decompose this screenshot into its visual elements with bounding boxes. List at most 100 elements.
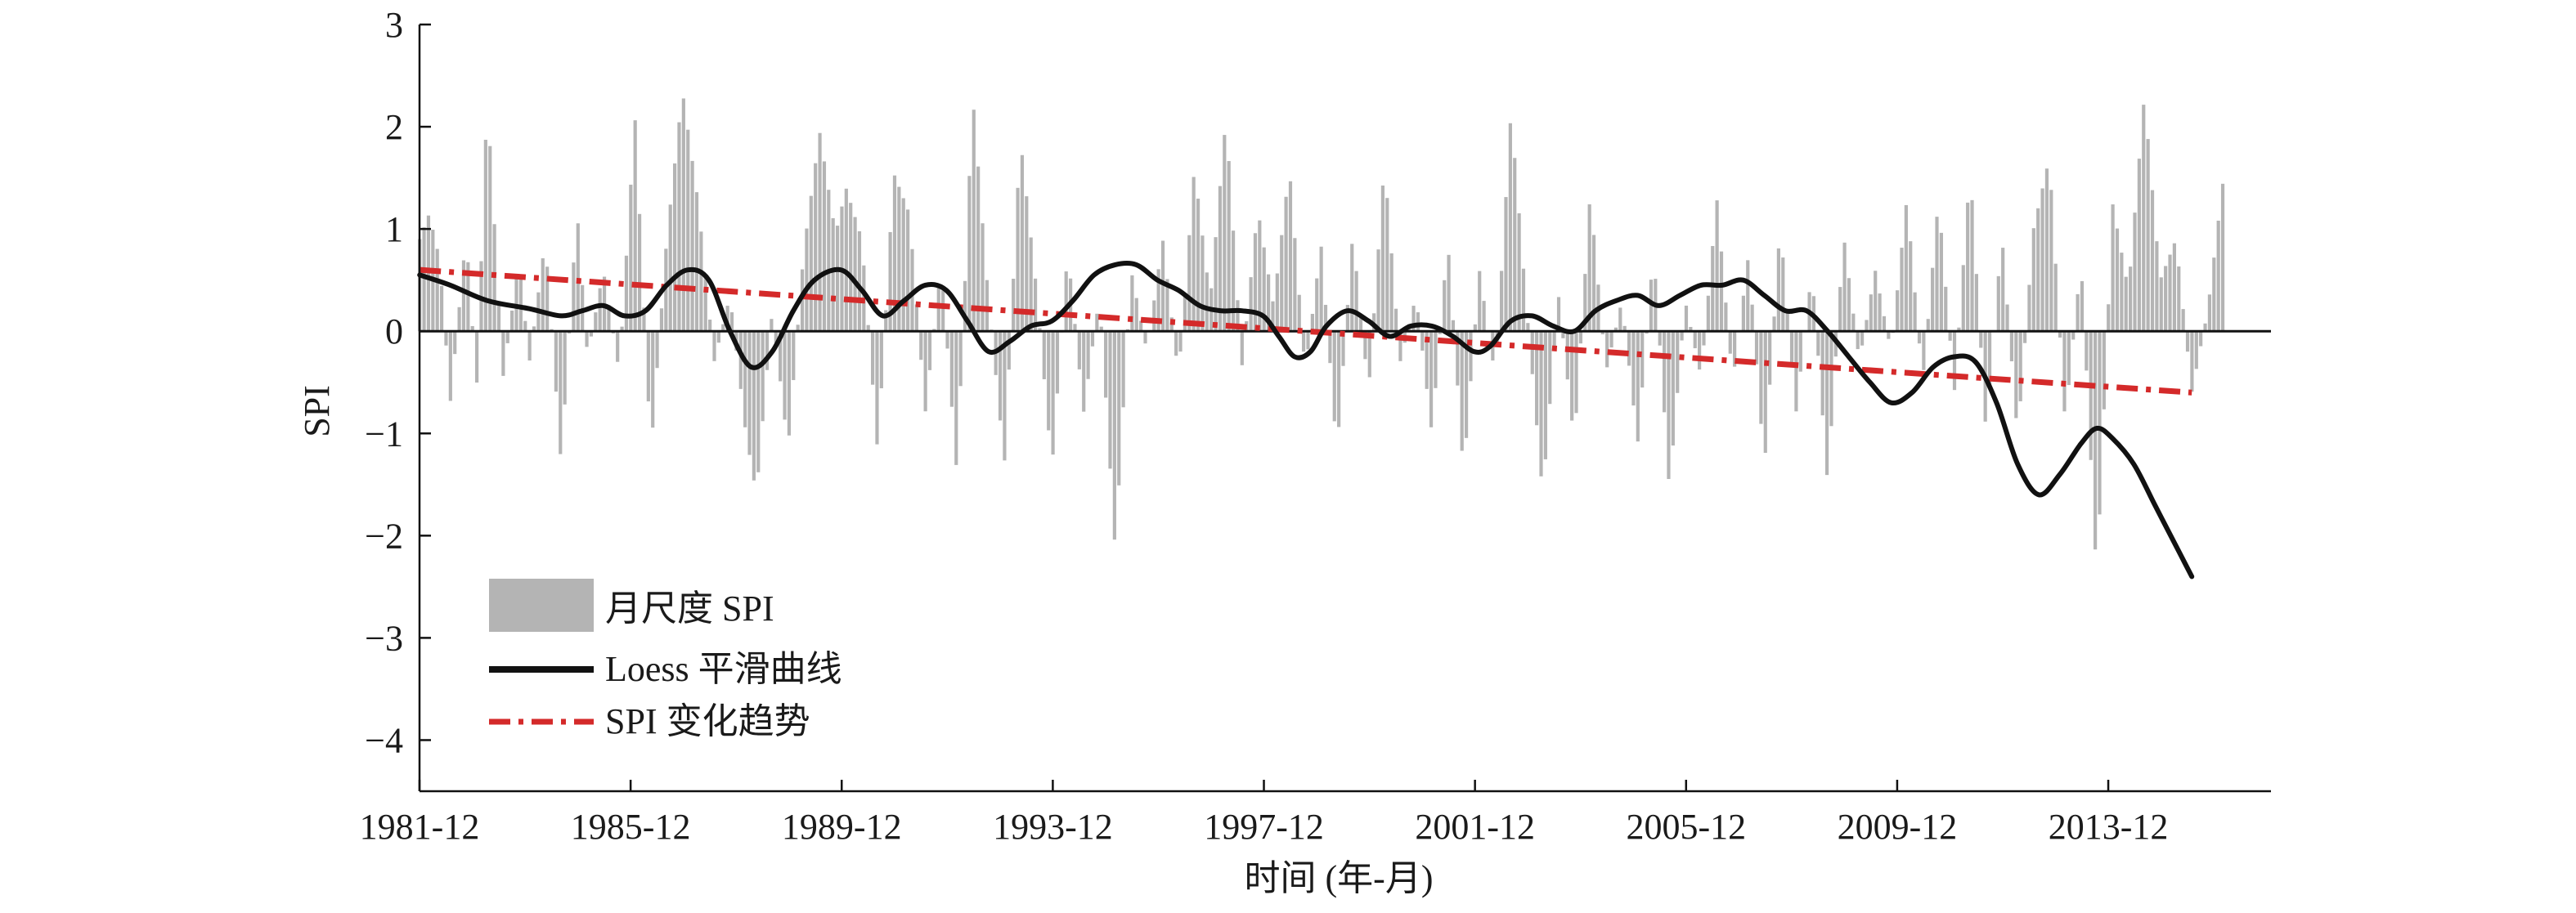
spi-bar: [1609, 331, 1613, 347]
spi-bar: [1293, 238, 1296, 331]
spi-bar: [1174, 331, 1178, 356]
spi-bar: [1905, 205, 1908, 331]
spi-bar: [2107, 304, 2110, 331]
spi-bar: [1975, 274, 1978, 331]
spi-bar: [937, 288, 940, 331]
spi-bar: [2045, 168, 2049, 331]
spi-bar: [572, 262, 575, 331]
spi-bar: [1592, 235, 1595, 331]
spi-bar: [1298, 295, 1301, 331]
spi-bar: [541, 258, 545, 331]
spi-bar: [599, 289, 602, 332]
spi-bar: [1108, 331, 1111, 468]
spi-bar: [444, 331, 447, 346]
spi-bar: [2049, 190, 2053, 331]
spi-bar: [2199, 331, 2202, 346]
x-tick-label: 1985-12: [571, 807, 691, 847]
spi-bar: [2125, 277, 2128, 332]
spi-bar: [2080, 281, 2084, 331]
loess-layer: [420, 263, 2192, 576]
spi-bar: [2129, 266, 2132, 331]
spi-bar: [2040, 189, 2044, 332]
spi-bar: [708, 320, 711, 331]
spi-bar: [2186, 331, 2189, 351]
spi-bar: [2151, 190, 2154, 332]
x-tick-label: 2001-12: [1415, 807, 1535, 847]
spi-bar: [919, 331, 922, 360]
spi-bar: [1768, 331, 1771, 384]
spi-bar: [1856, 331, 1860, 349]
spi-bar: [458, 307, 461, 331]
spi-bar: [677, 123, 680, 332]
spi-bar: [1618, 307, 1622, 331]
spi-bar: [858, 231, 861, 331]
spi-bar: [924, 331, 927, 411]
spi-bar: [1720, 252, 1723, 332]
spi-bar: [1742, 296, 1745, 331]
spi-bar: [506, 331, 509, 343]
spi-bar: [673, 163, 676, 331]
spi-bar: [2142, 105, 2145, 331]
spi-bar: [1918, 331, 1921, 343]
x-tick-label: 1981-12: [360, 807, 480, 847]
spi-bar: [805, 229, 808, 332]
spi-bar: [1276, 274, 1279, 332]
spi-bar: [699, 231, 702, 331]
spi-bar: [1376, 249, 1380, 331]
spi-bar: [2173, 244, 2176, 332]
spi-bar: [2014, 331, 2017, 418]
legend-label-loess: Loess 平滑曲线: [605, 649, 842, 689]
spi-bar: [1091, 331, 1094, 347]
spi-bar: [1764, 331, 1767, 453]
y-tick-label: 2: [385, 107, 403, 147]
spi-bar: [1306, 331, 1309, 349]
spi-bar: [1513, 158, 1516, 331]
spi-bar: [1232, 230, 1235, 331]
spi-bar: [1192, 177, 1196, 331]
spi-bar: [1729, 331, 1732, 354]
spi-bar: [1504, 197, 1507, 331]
spi-bar: [1707, 296, 1710, 331]
spi-bar: [1478, 271, 1481, 332]
spi-bar: [1681, 331, 1684, 340]
spi-bar: [963, 281, 967, 331]
spi-bar: [1509, 123, 1512, 331]
spi-bar: [686, 130, 689, 332]
spi-bar: [1935, 217, 1938, 331]
spi-bar: [1755, 331, 1758, 364]
spi-bar: [1152, 301, 1156, 332]
spi-bar: [1434, 331, 1437, 388]
spi-bar: [2036, 208, 2040, 331]
spi-bar: [1333, 331, 1336, 421]
spi-bar: [954, 331, 958, 465]
spi-bar: [2147, 139, 2150, 331]
spi-bar: [906, 209, 909, 331]
spi-bar: [2112, 204, 2115, 331]
spi-bar: [761, 331, 765, 421]
spi-bar: [871, 331, 874, 384]
spi-bar: [1869, 294, 1873, 331]
spi-bar: [682, 98, 685, 331]
spi-bar: [1997, 276, 2000, 331]
spi-bar: [1631, 331, 1635, 405]
legend-swatch-bar: [489, 579, 594, 632]
spi-bar: [985, 280, 989, 332]
y-tick-label: 3: [385, 5, 403, 45]
spi-bar: [1311, 314, 1314, 331]
spi-bar: [1012, 279, 1015, 331]
spi-bar: [2062, 331, 2066, 411]
spi-bar: [1056, 331, 1059, 393]
spi-bar: [2067, 331, 2071, 385]
spi-bar: [747, 331, 751, 454]
spi-bar: [832, 218, 835, 331]
spi-bar: [585, 331, 588, 347]
spi-bar: [651, 331, 654, 427]
spi-bar: [695, 192, 698, 331]
spi-bar: [1847, 278, 1851, 331]
spi-bar: [1966, 203, 1969, 331]
spi-bar: [1640, 331, 1644, 387]
spi-bar: [1605, 331, 1609, 367]
spi-bar: [1416, 312, 1420, 331]
spi-bar: [1214, 237, 1217, 331]
